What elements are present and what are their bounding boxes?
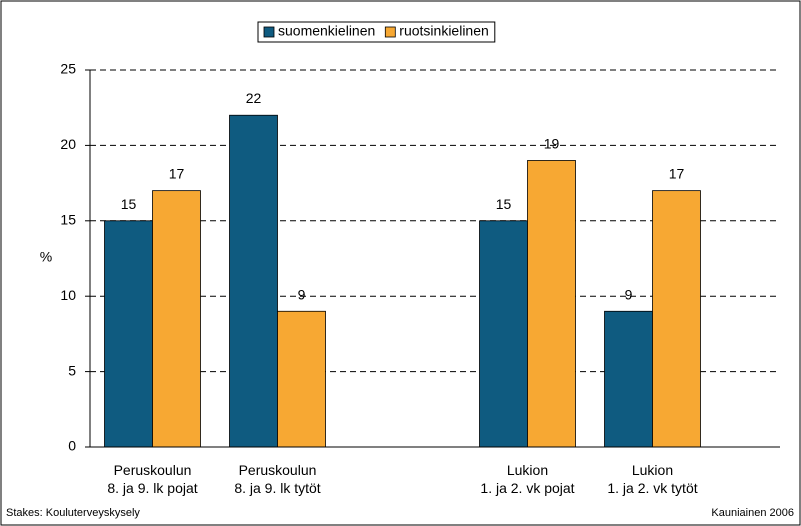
y-tick-label: 15	[60, 212, 76, 228]
x-tick-label-line: 8. ja 9. lk tytöt	[234, 480, 320, 496]
x-tick-label-line: Lukion	[632, 462, 673, 478]
x-tick-label-line: 8. ja 9. lk pojat	[107, 480, 197, 496]
value-label: 17	[169, 166, 185, 182]
value-label: 15	[496, 196, 512, 212]
bar	[527, 160, 576, 448]
x-tick-label: Lukion 1. ja 2. vk tytöt	[607, 462, 697, 496]
x-tick-label-line: Peruskoulun	[114, 462, 192, 478]
y-tick-label: 5	[68, 362, 76, 378]
y-tick-label: 0	[68, 438, 76, 454]
x-tick-label-line: 1. ja 2. vk tytöt	[607, 480, 697, 496]
bar	[652, 190, 701, 448]
y-tick-label: 20	[60, 136, 76, 152]
source: Stakes: Kouluterveyskysely	[6, 507, 140, 519]
bar	[604, 310, 653, 448]
value-label: 19	[544, 135, 560, 151]
y-axis-label: %	[40, 249, 52, 265]
legend-swatch	[263, 26, 275, 38]
x-tick-label-line: Peruskoulun	[239, 462, 317, 478]
legend-label: ruotsinkielinen	[399, 23, 489, 39]
y-tick-label: 25	[60, 61, 76, 77]
value-label: 22	[246, 90, 262, 106]
x-tick-label-line: Lukion	[507, 462, 548, 478]
legend	[257, 21, 496, 43]
bar	[479, 220, 528, 448]
value-label: 9	[298, 286, 306, 302]
value-label: 17	[669, 166, 685, 182]
bar	[104, 220, 153, 448]
legend-label: suomenkielinen	[278, 23, 375, 39]
note: Kauniainen 2006	[711, 507, 794, 519]
y-tick-label: 10	[60, 287, 76, 303]
x-tick-label: Peruskoulun 8. ja 9. lk tytöt	[234, 462, 320, 496]
bar	[277, 310, 326, 448]
bar	[152, 190, 201, 448]
x-tick-label-line: 1. ja 2. vk pojat	[480, 480, 574, 496]
value-label: 9	[625, 286, 633, 302]
x-tick-label: Peruskoulun 8. ja 9. lk pojat	[107, 462, 197, 496]
bar	[229, 114, 278, 448]
x-tick-label: Lukion 1. ja 2. vk pojat	[480, 462, 574, 496]
legend-swatch	[384, 26, 396, 38]
value-label: 15	[121, 196, 137, 212]
